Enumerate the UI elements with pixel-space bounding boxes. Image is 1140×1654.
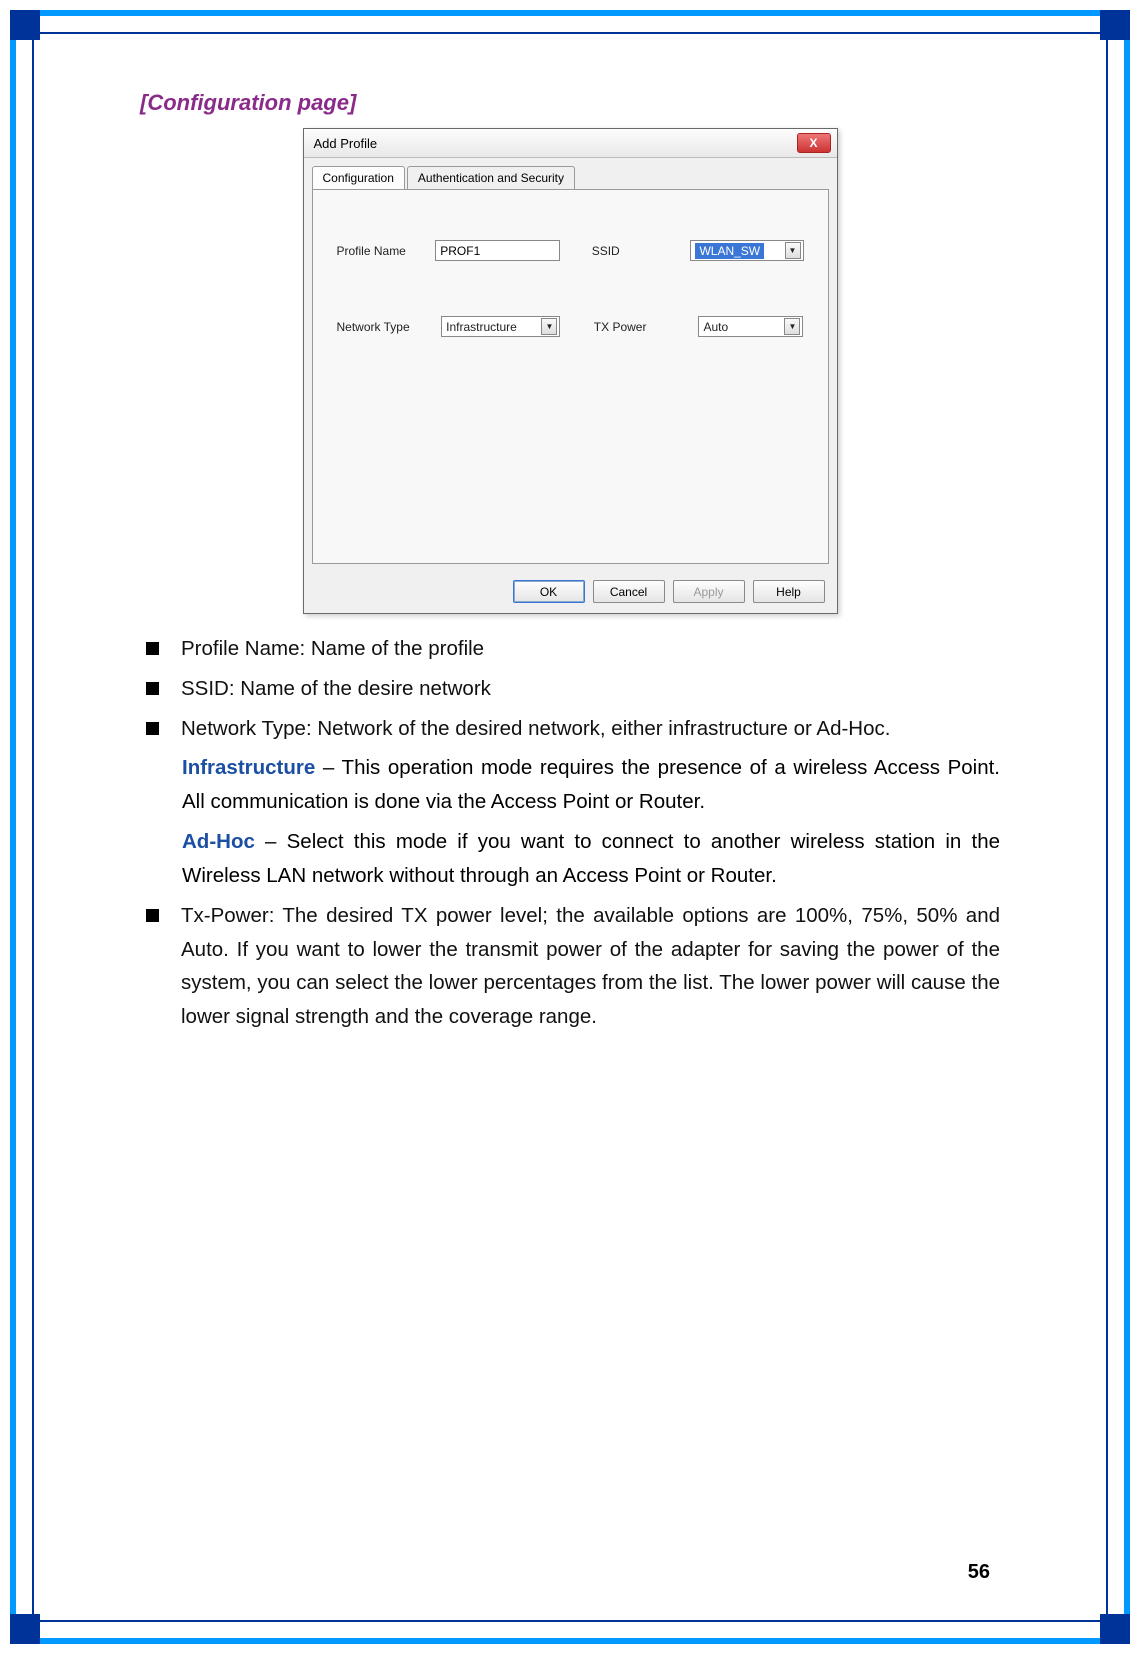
bullet-text: Network Type: Network of the desired net…: [181, 712, 1000, 746]
bullet-list: Profile Name: Name of the profile SSID: …: [140, 632, 1000, 1034]
list-item: Profile Name: Name of the profile: [140, 632, 1000, 666]
close-button[interactable]: X: [797, 133, 831, 153]
tx-power-combo[interactable]: Auto ▼: [698, 316, 803, 337]
network-type-value: Infrastructure: [446, 320, 517, 334]
tx-power-label: TX Power: [594, 320, 699, 334]
tx-power-value: Auto: [703, 320, 728, 334]
sub-item: Ad-Hoc – Select this mode if you want to…: [182, 825, 1000, 893]
list-item: SSID: Name of the desire network: [140, 672, 1000, 706]
network-type-combo[interactable]: Infrastructure ▼: [441, 316, 560, 337]
sub-item: Infrastructure – This operation mode req…: [182, 751, 1000, 819]
dialog-button-row: OK Cancel Apply Help: [304, 572, 837, 613]
close-icon: X: [809, 136, 817, 150]
list-item: Network Type: Network of the desired net…: [140, 712, 1000, 746]
tab-body: Profile Name SSID WLAN_SW ▼ Network Type…: [312, 189, 829, 564]
ssid-label: SSID: [592, 244, 691, 258]
bullet-text: SSID: Name of the desire network: [181, 672, 1000, 706]
network-type-label: Network Type: [337, 320, 442, 334]
cancel-button[interactable]: Cancel: [593, 580, 665, 603]
page-title: [Configuration page]: [140, 90, 1000, 116]
form-row-profile: Profile Name SSID WLAN_SW ▼: [337, 240, 804, 261]
bullet-text: Profile Name: Name of the profile: [181, 632, 1000, 666]
dialog-titlebar: Add Profile X: [304, 129, 837, 158]
page-content: [Configuration page] Add Profile X Confi…: [60, 60, 1080, 1594]
profile-name-label: Profile Name: [337, 244, 436, 258]
list-item: Tx-Power: The desired TX power level; th…: [140, 899, 1000, 1034]
profile-name-input[interactable]: [435, 240, 560, 261]
keyword-infrastructure: Infrastructure: [182, 756, 315, 779]
bullet-text: Tx-Power: The desired TX power level; th…: [181, 899, 1000, 1034]
add-profile-dialog: Add Profile X Configuration Authenticati…: [303, 128, 838, 614]
bullet-icon: [146, 909, 159, 922]
dialog-title: Add Profile: [314, 136, 378, 151]
help-button[interactable]: Help: [753, 580, 825, 603]
tab-auth-security[interactable]: Authentication and Security: [407, 166, 575, 189]
tab-configuration[interactable]: Configuration: [312, 166, 405, 189]
bullet-icon: [146, 642, 159, 655]
ssid-combo[interactable]: WLAN_SW ▼: [690, 240, 803, 261]
ok-button[interactable]: OK: [513, 580, 585, 603]
page-number: 56: [968, 1561, 990, 1584]
chevron-down-icon: ▼: [785, 242, 801, 259]
ssid-value: WLAN_SW: [695, 243, 764, 259]
sub-text: – Select this mode if you want to connec…: [182, 830, 1000, 887]
apply-button[interactable]: Apply: [673, 580, 745, 603]
bullet-icon: [146, 682, 159, 695]
bullet-icon: [146, 722, 159, 735]
chevron-down-icon: ▼: [541, 318, 557, 335]
keyword-adhoc: Ad-Hoc: [182, 830, 255, 853]
chevron-down-icon: ▼: [784, 318, 800, 335]
tab-row: Configuration Authentication and Securit…: [304, 158, 837, 189]
form-row-network: Network Type Infrastructure ▼ TX Power A…: [337, 316, 804, 337]
